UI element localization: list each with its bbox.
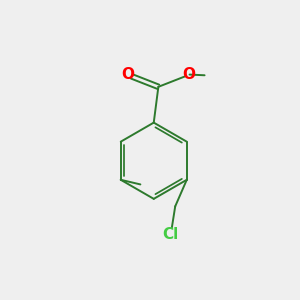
Text: O: O [121,67,134,82]
Text: O: O [182,67,195,82]
Text: Cl: Cl [162,226,178,242]
